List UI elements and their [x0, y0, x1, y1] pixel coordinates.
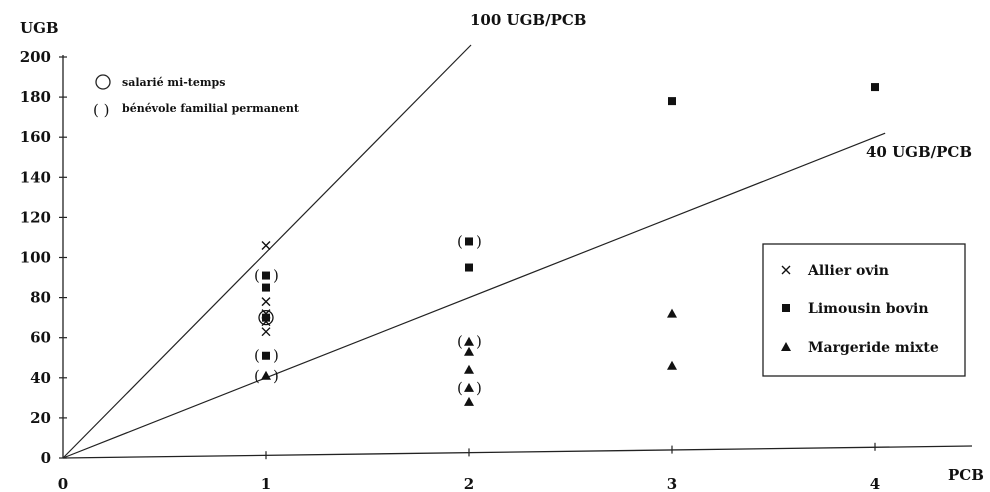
circle-marker — [258, 309, 274, 326]
paren-left: ( — [254, 267, 260, 285]
paren-symbol: ( ) — [93, 101, 109, 119]
legend-label: Limousin bovin — [808, 301, 929, 317]
square-marker — [465, 237, 473, 246]
triangle-marker — [781, 342, 791, 351]
legend-label: Allier ovin — [807, 263, 889, 279]
legend: Allier ovin Limousin bovin Margeride mixte — [762, 243, 966, 377]
reference-line-40 — [62, 132, 886, 459]
triangle-marker — [464, 382, 474, 392]
y-axis-title: UGB — [20, 19, 59, 37]
paren-right: ) — [273, 267, 279, 285]
triangle-marker — [667, 360, 677, 370]
circle-symbol-icon — [95, 74, 111, 90]
x-tick-label: 2 — [464, 475, 474, 492]
y-tick-label: 180 — [20, 88, 51, 106]
y-tick-label: 140 — [20, 168, 51, 186]
triangle-marker — [261, 370, 271, 380]
paren-right: ) — [273, 347, 279, 365]
axes: 0 20 40 60 80 100 120 140 160 180 200 0 1 2 3 4 UGB PCB — [20, 19, 984, 492]
paren-right: ) — [476, 333, 482, 351]
triangle-marker — [667, 308, 677, 318]
square-marker — [871, 83, 879, 92]
x-tick-label: 4 — [870, 475, 880, 492]
y-tick-label: 160 — [20, 128, 51, 146]
y-tick-label: 0 — [41, 449, 51, 467]
note-label-benevole: bénévole familial permanent — [122, 102, 300, 115]
triangle-marker — [464, 396, 474, 406]
square-marker — [668, 97, 676, 106]
square-marker — [262, 271, 270, 280]
cross-marker — [261, 327, 271, 337]
x-tick-label: 0 — [58, 475, 68, 492]
reference-label-100: 100 UGB/PCB — [470, 11, 586, 29]
square-marker — [262, 283, 270, 292]
paren-right: ) — [476, 379, 482, 397]
x-tick-label: 3 — [667, 475, 677, 492]
paren-left: ( — [457, 333, 463, 351]
paren-left: ( — [254, 347, 260, 365]
square-marker — [782, 304, 790, 312]
triangle-marker — [464, 364, 474, 374]
y-tick-label: 200 — [20, 48, 51, 66]
data-points: () () () () () () — [254, 83, 879, 406]
paren-right: ) — [476, 232, 482, 250]
paren-right: ) — [273, 367, 279, 385]
cross-marker — [261, 240, 271, 250]
paren-left: ( — [457, 232, 463, 250]
y-tick-label: 120 — [20, 208, 51, 226]
y-tick-label: 100 — [20, 249, 51, 267]
square-marker — [465, 263, 473, 272]
x-axis-title: PCB — [948, 466, 984, 484]
note-label-salarie: salarié mi-temps — [122, 76, 225, 89]
legend-label: Margeride mixte — [808, 340, 939, 356]
cross-marker — [261, 297, 271, 307]
legend-box — [762, 243, 966, 377]
reference-lines: 100 UGB/PCB 40 UGB/PCB — [62, 11, 972, 459]
paren-left: ( — [254, 367, 260, 385]
y-tick-label: 20 — [30, 409, 51, 427]
triangle-marker — [464, 336, 474, 346]
paren-left: ( — [457, 379, 463, 397]
triangle-marker — [464, 346, 474, 356]
reference-line-100 — [62, 44, 472, 459]
y-tick-label: 80 — [30, 289, 51, 307]
x-tick-label: 1 — [261, 475, 271, 492]
x-axis-line — [62, 445, 973, 459]
reference-label-40: 40 UGB/PCB — [866, 143, 972, 161]
cross-marker — [781, 265, 791, 275]
notes-block: salarié mi-temps ( ) bénévole familial per… — [93, 74, 300, 119]
y-tick-label: 40 — [30, 369, 51, 387]
square-marker — [262, 351, 270, 360]
y-tick-label: 60 — [30, 329, 51, 347]
square-marker — [262, 313, 270, 322]
